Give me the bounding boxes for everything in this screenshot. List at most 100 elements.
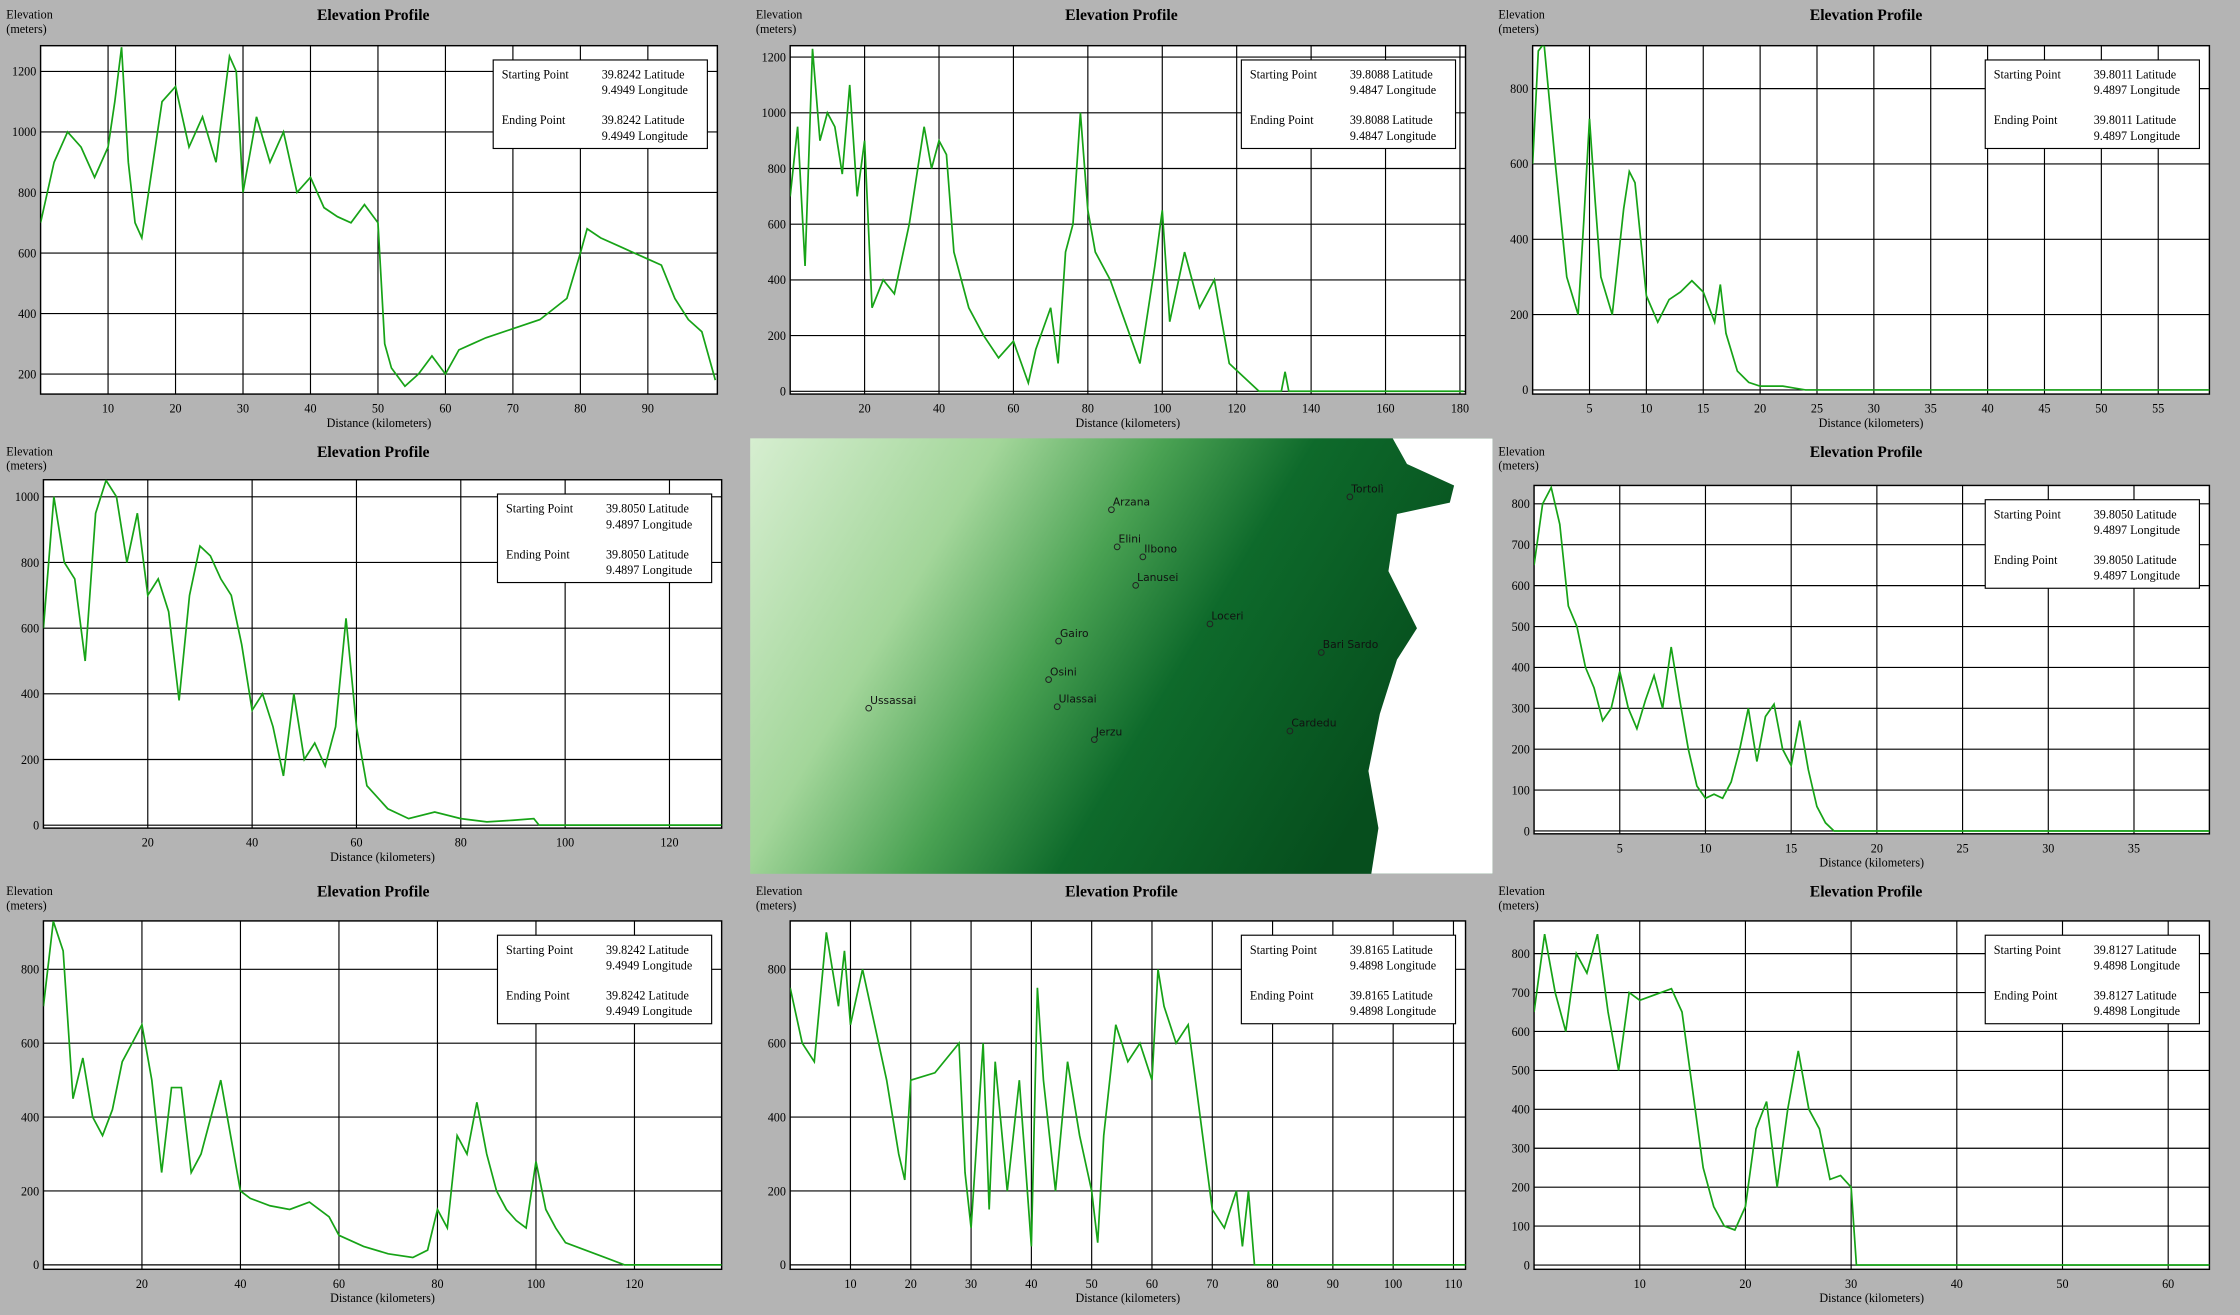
x-tick-label: 60 (1146, 1277, 1158, 1291)
start-label: Starting Point (1250, 943, 1318, 957)
y-tick-label: 200 (768, 1184, 786, 1198)
x-tick-label: 45 (2038, 402, 2050, 416)
place-marker (1132, 582, 1140, 589)
y-tick-label: 800 (1512, 497, 1530, 511)
x-axis-label: Distance (kilometers) (1819, 416, 1924, 430)
y-tick-label: 0 (1524, 824, 1530, 838)
place-name: Jerzu (1095, 725, 1123, 738)
start-lon: 9.4949 Longitude (602, 83, 688, 97)
elevation-chart: Elevation Profile Elevation(meters) 0 100 20… (1498, 444, 2211, 870)
x-tick-label: 40 (1982, 402, 1994, 416)
x-tick-label: 40 (933, 402, 945, 416)
x-tick-label: 30 (1845, 1277, 1857, 1291)
info-box (1984, 499, 2200, 589)
y-tick-label: 200 (1510, 308, 1528, 322)
y-tick-label: 1000 (12, 125, 36, 139)
x-tick-label: 40 (234, 1277, 246, 1291)
x-tick-label: 35 (2128, 841, 2140, 855)
y-tick-label: 500 (1512, 620, 1530, 634)
start-lon: 9.4898 Longitude (1350, 958, 1436, 972)
place-name: Osini (1050, 665, 1077, 678)
y-tick-label: 400 (768, 273, 786, 287)
y-tick-label: 200 (21, 753, 39, 767)
elevation-line (1532, 45, 2210, 391)
x-tick-label: 60 (439, 402, 451, 416)
x-tick-label: 50 (2056, 1277, 2068, 1291)
y-axis-label: (meters) (6, 459, 46, 473)
end-lon: 9.4897 Longitude (606, 563, 692, 577)
y-tick-label: 800 (21, 556, 39, 570)
place-marker (1346, 493, 1354, 501)
end-lat: 39.8088 Latitude (1350, 113, 1433, 127)
y-tick-label: 800 (1512, 947, 1530, 961)
x-tick-label: 50 (372, 402, 384, 416)
x-tick-label: 80 (431, 1277, 443, 1291)
x-tick-label: 55 (2152, 402, 2164, 416)
x-tick-label: 20 (136, 1277, 148, 1291)
place-marker (1206, 620, 1214, 628)
start-lat: 39.8088 Latitude (1350, 68, 1433, 82)
x-tick-label: 5 (1586, 402, 1592, 416)
x-tick-label: 25 (1811, 402, 1823, 416)
info-box (1984, 59, 2200, 150)
y-tick-label: 400 (18, 307, 36, 321)
chart-title: Elevation Profile (317, 884, 430, 901)
start-lat: 39.8050 Latitude (606, 502, 689, 516)
x-tick-label: 15 (1697, 402, 1709, 416)
end-lat: 39.8050 Latitude (2094, 553, 2177, 567)
y-axis-label: Elevation (1498, 444, 1544, 458)
y-tick-label: 100 (1512, 1219, 1530, 1233)
start-label: Starting Point (502, 68, 570, 82)
start-lon: 9.4897 Longitude (2094, 523, 2180, 537)
x-tick-label: 20 (1739, 1277, 1751, 1291)
elevation-chart: Elevation Profile Elevation(meters) 0 100 20… (1498, 884, 2211, 1305)
y-tick-label: 1200 (762, 50, 786, 64)
x-tick-label: 50 (2095, 402, 2107, 416)
chart-title: Elevation Profile (1810, 444, 1923, 461)
x-tick-label: 120 (660, 836, 678, 850)
x-tick-label: 110 (1445, 1277, 1463, 1291)
x-tick-label: 35 (1925, 402, 1937, 416)
start-label: Starting Point (1250, 68, 1318, 82)
x-tick-label: 20 (142, 836, 154, 850)
elevation-line (790, 48, 1464, 393)
x-tick-label: 10 (1634, 1277, 1646, 1291)
start-lon: 9.4897 Longitude (2094, 83, 2180, 97)
end-lat: 39.8242 Latitude (606, 988, 689, 1002)
x-tick-label: 100 (556, 836, 574, 850)
start-lon: 9.4898 Longitude (2094, 958, 2180, 972)
y-axis-label: (meters) (1498, 459, 1538, 473)
start-lat: 39.8127 Latitude (2094, 943, 2177, 957)
start-label: Starting Point (506, 943, 574, 957)
x-tick-label: 30 (2042, 841, 2054, 855)
end-lon: 9.4898 Longitude (2094, 1004, 2180, 1018)
x-tick-label: 20 (859, 402, 871, 416)
y-tick-label: 400 (1510, 233, 1528, 247)
info-box (496, 934, 713, 1025)
x-tick-label: 20 (1754, 402, 1766, 416)
y-tick-label: 1200 (12, 65, 36, 79)
info-box (1240, 934, 1457, 1025)
start-lat: 39.8242 Latitude (602, 68, 685, 82)
y-tick-label: 800 (768, 162, 786, 176)
info-box (1240, 59, 1457, 150)
x-tick-label: 60 (350, 836, 362, 850)
end-lat: 39.8011 Latitude (2094, 113, 2176, 127)
chart-title: Elevation Profile (1810, 7, 1923, 24)
place-name: Bari Sardo (1323, 638, 1379, 651)
elevation-chart: Elevation Profile Elevation(meters) 0 200 40… (6, 444, 723, 864)
y-tick-label: 800 (1510, 82, 1528, 96)
x-tick-label: 30 (965, 1277, 977, 1291)
place-name: Ulassai (1059, 692, 1097, 705)
y-tick-label: 0 (780, 1258, 786, 1272)
start-lat: 39.8165 Latitude (1350, 943, 1433, 957)
y-tick-label: 1000 (15, 490, 39, 504)
y-axis-label: Elevation (756, 884, 802, 898)
place-name: Gairo (1060, 627, 1089, 640)
x-axis-label: Distance (kilometers) (1075, 1291, 1180, 1305)
x-tick-label: 20 (169, 402, 181, 416)
